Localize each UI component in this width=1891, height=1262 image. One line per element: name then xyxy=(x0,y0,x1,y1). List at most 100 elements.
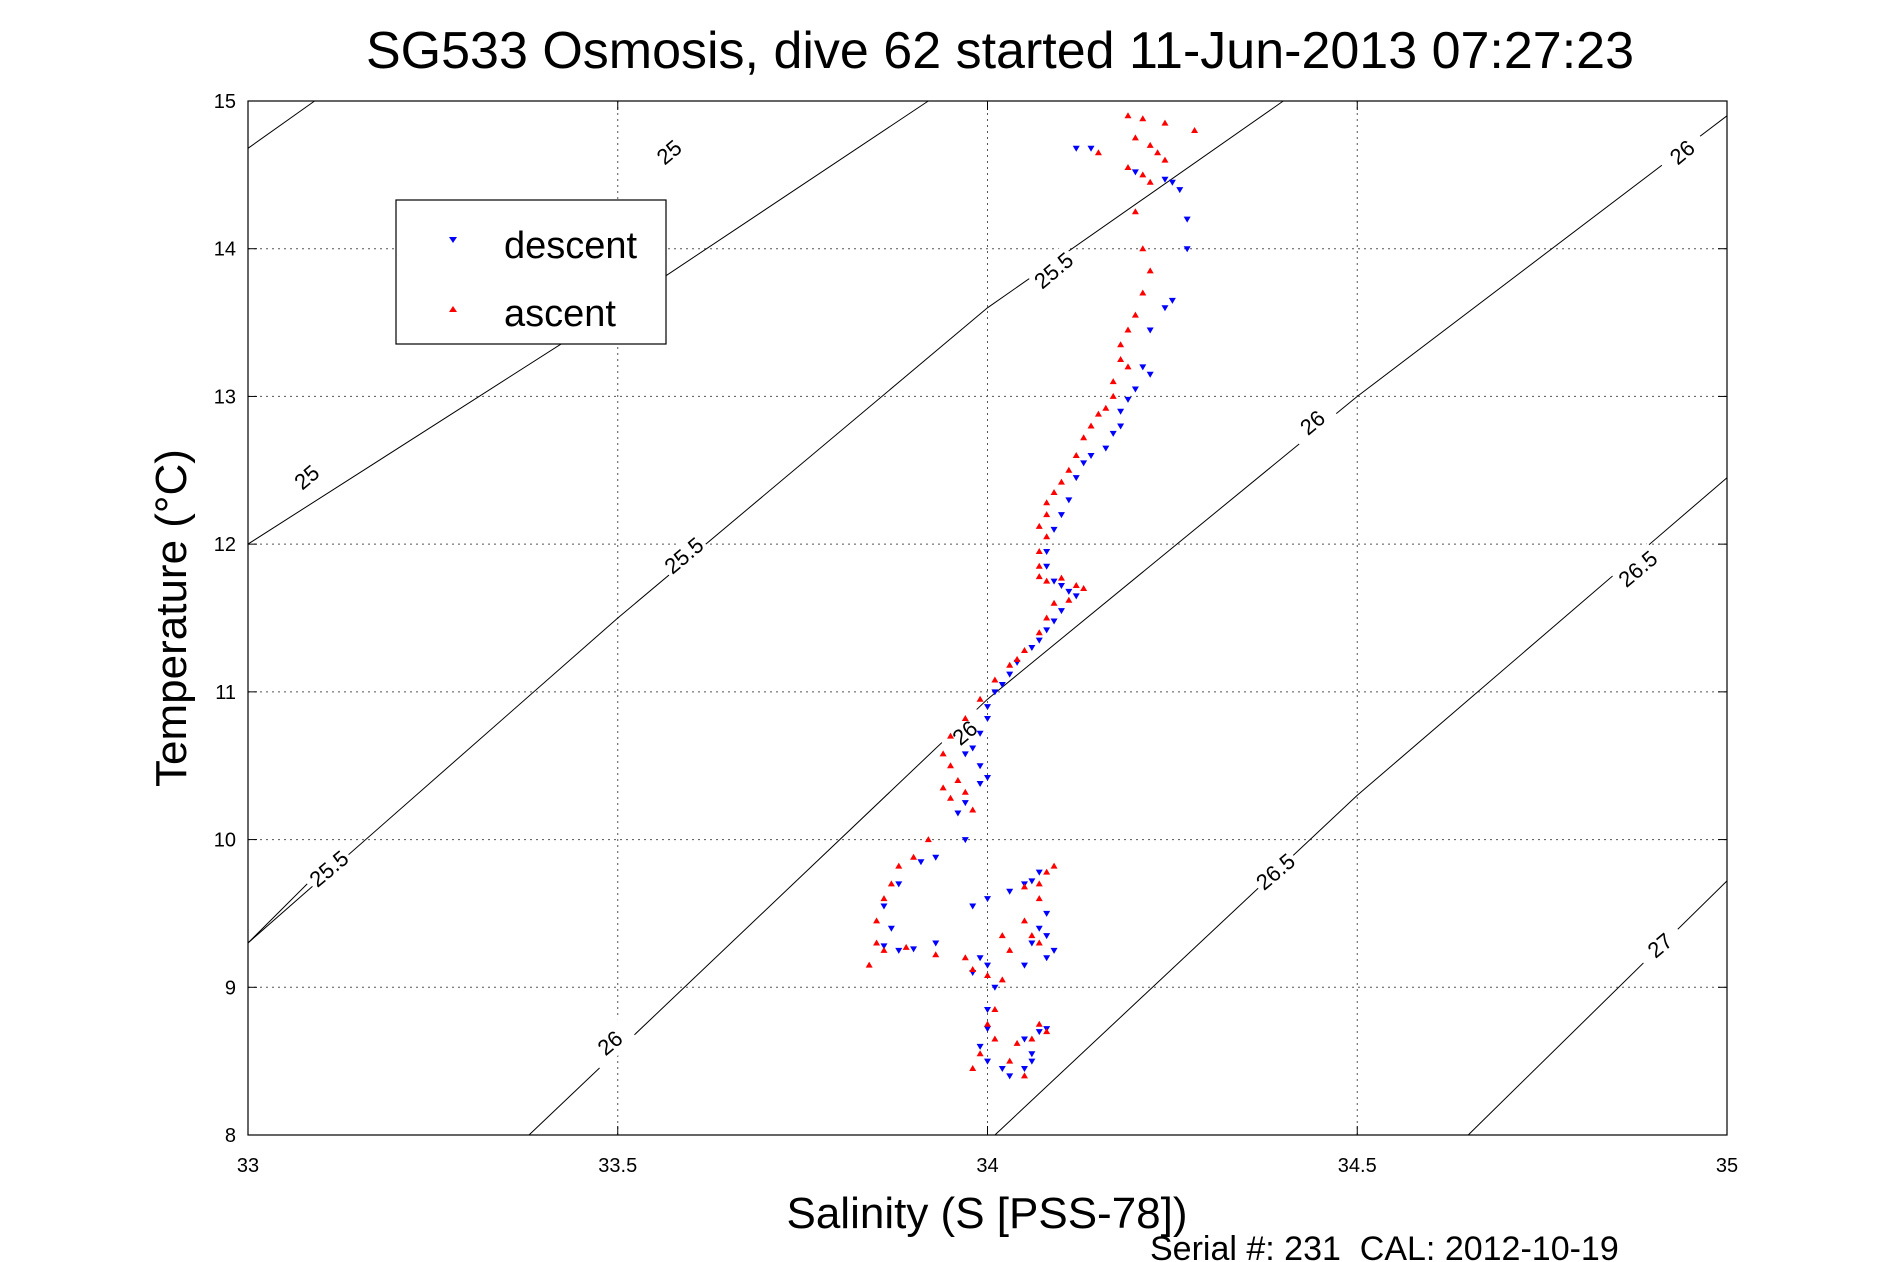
ascent-point xyxy=(1072,582,1080,589)
descent-point xyxy=(969,745,977,752)
footer-serial-cal: Serial #: 231 CAL: 2012-10-19 xyxy=(1150,1230,1619,1262)
legend-marker-ascent xyxy=(449,306,457,312)
descent-point xyxy=(1139,364,1147,371)
y-tick-label: 15 xyxy=(214,91,236,113)
ascent-point xyxy=(1131,208,1139,215)
descent-point xyxy=(1043,955,1051,962)
legend-label-descent: descent xyxy=(504,225,638,267)
ascent-point xyxy=(947,732,955,739)
ascent-point xyxy=(1028,932,1036,939)
ascent-point xyxy=(1161,156,1169,163)
ascent-point xyxy=(1050,488,1058,495)
descent-point xyxy=(1080,460,1088,467)
x-tick-label: 33.5 xyxy=(598,1155,637,1177)
ascent-point xyxy=(1139,245,1147,252)
descent-point xyxy=(1006,888,1014,895)
descent-point xyxy=(976,955,984,962)
descent-point xyxy=(998,681,1006,688)
ascent-point xyxy=(1139,115,1147,122)
ascent-point xyxy=(991,1005,999,1012)
descent-point xyxy=(1087,145,1095,152)
ascent-point xyxy=(1006,1057,1014,1064)
y-tick-label: 10 xyxy=(214,830,236,852)
ascent-point xyxy=(902,943,910,950)
ascent-point xyxy=(969,1065,977,1072)
ascent-point xyxy=(1191,127,1199,134)
ascent-point xyxy=(947,794,955,801)
ascent-point xyxy=(1050,862,1058,869)
ascent-point xyxy=(1020,1072,1028,1079)
y-tick-label: 11 xyxy=(215,682,236,704)
descent-point xyxy=(1117,423,1125,430)
density-contour-line xyxy=(528,115,1728,1136)
legend-box xyxy=(395,199,667,345)
ascent-point xyxy=(939,750,947,757)
density-contour-label-bg xyxy=(656,529,712,583)
descent-point xyxy=(1161,176,1169,183)
descent-point xyxy=(1087,453,1095,460)
descent-point xyxy=(1109,430,1117,437)
y-tick-label: 14 xyxy=(214,239,236,261)
legend: descent ascent xyxy=(395,199,667,345)
density-contour-label-bg xyxy=(1285,396,1341,450)
density-contour-line xyxy=(247,100,315,149)
descent-point xyxy=(991,689,999,696)
y-axis-label: Temperature (°C) xyxy=(147,449,196,787)
ascent-point xyxy=(961,788,969,795)
descent-point xyxy=(1065,588,1073,595)
ascent-point xyxy=(1020,917,1028,924)
density-contour-label-bg xyxy=(1633,919,1688,973)
descent-point xyxy=(984,704,991,711)
ascent-point xyxy=(939,784,947,791)
ascent-point xyxy=(1006,946,1014,953)
ascent-point xyxy=(1035,522,1043,529)
ascent-point xyxy=(1043,1028,1051,1035)
x-tick-label: 33 xyxy=(237,1155,259,1177)
ascent-point xyxy=(1006,661,1014,668)
descent-point xyxy=(961,751,969,758)
ascent-point xyxy=(932,951,940,958)
ascent-point xyxy=(991,1035,999,1042)
ascent-point xyxy=(1043,577,1051,584)
density-contour-line xyxy=(247,100,1284,944)
descent-point xyxy=(976,763,984,770)
descent-point xyxy=(917,859,925,866)
ascent-point xyxy=(947,762,955,769)
ascent-point xyxy=(1057,478,1065,485)
x-tick-label: 34.5 xyxy=(1338,1155,1377,1177)
data-series xyxy=(865,112,1199,1080)
ascent-point xyxy=(984,971,991,978)
density-contour-label-bg xyxy=(301,842,357,896)
ascent-point xyxy=(998,976,1006,983)
y-tick-label: 12 xyxy=(214,534,236,556)
descent-point xyxy=(976,1043,984,1050)
descent-point xyxy=(1176,187,1184,194)
ascent-point xyxy=(880,895,888,902)
descent-point xyxy=(984,1026,991,1033)
ascent-point xyxy=(961,714,969,721)
x-axis-label: Salinity (S [PSS-78]) xyxy=(786,1189,1187,1238)
descent-point xyxy=(954,810,962,817)
ascent-point xyxy=(865,961,873,968)
density-contour-line xyxy=(247,883,308,944)
ascent-point xyxy=(1043,868,1051,875)
ascent-point xyxy=(1043,499,1051,506)
descent-point xyxy=(1006,1073,1014,1080)
density-contour-label-bg xyxy=(582,1017,638,1070)
descent-point xyxy=(1124,396,1132,403)
descent-point xyxy=(880,903,888,910)
ascent-point xyxy=(1146,141,1154,148)
descent-point xyxy=(1006,671,1014,678)
descent-point xyxy=(984,896,991,903)
descent-point xyxy=(887,925,895,932)
density-contour-label-bg xyxy=(937,707,993,760)
descent-point xyxy=(1117,408,1125,415)
ascent-point xyxy=(1020,883,1028,890)
descent-point xyxy=(1020,1066,1028,1073)
ascent-point xyxy=(1094,149,1102,156)
ascent-point xyxy=(1035,895,1043,902)
descent-point xyxy=(961,800,969,807)
descent-point xyxy=(1131,169,1139,176)
ascent-point xyxy=(1094,410,1102,417)
ascent-point xyxy=(1013,655,1021,662)
